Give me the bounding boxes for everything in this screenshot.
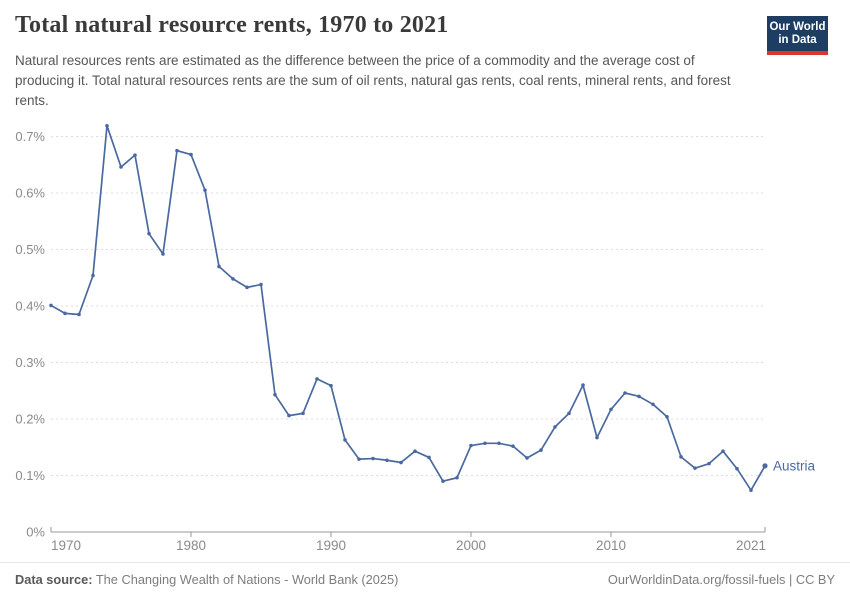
y-tick-label: 0.2% xyxy=(15,412,45,427)
x-tick-label: 2010 xyxy=(596,538,626,553)
x-tick-label: 1970 xyxy=(51,538,81,553)
y-tick-label: 0.6% xyxy=(15,186,45,201)
data-point xyxy=(497,441,501,446)
data-point xyxy=(427,455,431,460)
data-point xyxy=(749,488,753,492)
data-point xyxy=(287,413,291,418)
data-point xyxy=(385,458,389,463)
data-point xyxy=(399,460,403,465)
y-tick-label: 0.7% xyxy=(15,129,45,144)
data-point xyxy=(483,441,487,446)
data-point xyxy=(441,479,445,483)
chart-header: Total natural resource rents, 1970 to 20… xyxy=(15,12,760,111)
trend-line xyxy=(50,124,766,492)
data-point xyxy=(301,411,305,416)
data-point xyxy=(231,277,235,281)
y-tick-label: 0.1% xyxy=(15,468,45,483)
data-point xyxy=(273,392,277,397)
data-point xyxy=(665,414,669,419)
owid-logo-line2: in Data xyxy=(778,34,817,46)
chart-subtitle: Natural resources rents are estimated as… xyxy=(15,53,731,108)
data-point xyxy=(651,402,655,407)
data-point xyxy=(525,456,529,460)
page-title: Total natural resource rents, 1970 to 20… xyxy=(15,12,449,38)
data-point xyxy=(637,394,641,399)
data-point xyxy=(413,449,417,454)
data-point xyxy=(567,411,571,416)
data-point xyxy=(679,455,683,459)
y-tick-label: 0.5% xyxy=(15,242,45,257)
data-point xyxy=(259,282,263,287)
data-point xyxy=(77,312,81,317)
data-point xyxy=(175,148,179,153)
chart-footer: Data source: The Changing Wealth of Nati… xyxy=(0,562,850,587)
data-point xyxy=(455,475,459,480)
x-tick-label: 2021 xyxy=(736,538,766,553)
data-point xyxy=(245,285,249,290)
owid-logo-line1: Our World xyxy=(769,21,826,33)
data-point xyxy=(343,438,347,442)
x-tick-label: 1980 xyxy=(176,538,206,553)
data-point xyxy=(357,457,361,461)
data-point xyxy=(511,444,515,448)
data-point xyxy=(63,311,67,316)
data-point xyxy=(623,391,627,395)
datasource-note: Data source: The Changing Wealth of Nati… xyxy=(15,572,398,587)
owid-logo[interactable]: Our World in Data xyxy=(767,16,828,55)
datasource-label: Data source: xyxy=(15,572,93,587)
x-tick-label: 1990 xyxy=(316,538,346,553)
datasource-text: The Changing Wealth of Nations - World B… xyxy=(92,572,399,587)
data-point xyxy=(553,425,557,429)
data-point xyxy=(119,165,123,169)
data-point xyxy=(329,383,333,388)
y-tick-label: 0.4% xyxy=(15,299,45,314)
data-point xyxy=(203,188,207,192)
data-point xyxy=(693,466,697,470)
data-point xyxy=(707,461,711,466)
data-point xyxy=(539,448,543,452)
data-point xyxy=(105,123,109,128)
credit-link[interactable]: OurWorldinData.org/fossil-fuels | CC BY xyxy=(607,572,835,587)
data-point xyxy=(469,443,473,448)
data-point xyxy=(609,407,613,412)
entity-label: Austria xyxy=(773,458,816,473)
x-tick-label: 2000 xyxy=(456,538,486,553)
data-point xyxy=(762,463,768,469)
data-point xyxy=(217,264,221,269)
data-point xyxy=(49,303,53,308)
data-point xyxy=(91,273,95,278)
y-tick-label: 0% xyxy=(26,525,45,540)
y-tick-label: 0.3% xyxy=(15,355,45,370)
data-point xyxy=(735,466,739,471)
data-point xyxy=(147,231,151,236)
data-point xyxy=(133,153,137,157)
data-point xyxy=(371,456,375,461)
data-point xyxy=(189,152,193,157)
data-point xyxy=(595,435,599,440)
data-point xyxy=(721,449,725,454)
data-point xyxy=(315,377,319,381)
data-point xyxy=(161,252,165,256)
data-point xyxy=(581,383,585,387)
